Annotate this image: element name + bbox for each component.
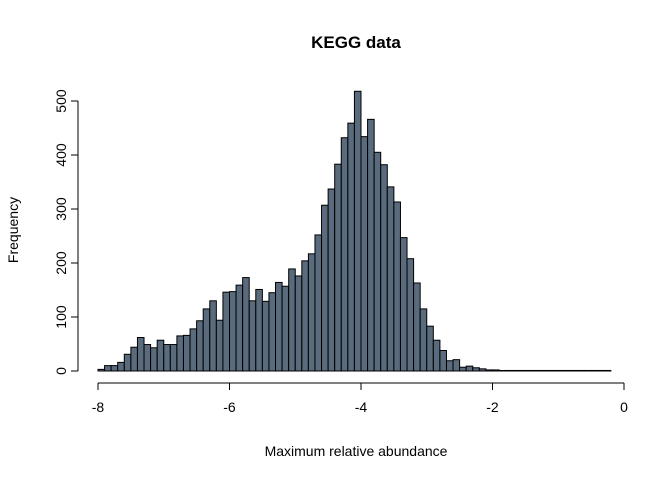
histogram-bar bbox=[426, 325, 434, 372]
chart-title: KEGG data bbox=[311, 33, 401, 52]
histogram-bar bbox=[209, 300, 217, 372]
histogram-bar bbox=[492, 369, 500, 372]
histogram-bar bbox=[255, 288, 263, 372]
histogram-bar bbox=[110, 365, 119, 372]
histogram-bar bbox=[104, 365, 112, 372]
histogram-bar bbox=[117, 361, 125, 372]
histogram-bar bbox=[281, 285, 290, 372]
histogram-bar bbox=[459, 366, 467, 372]
x-tick-label: -6 bbox=[223, 399, 236, 415]
histogram-bar bbox=[156, 339, 165, 372]
histogram-bar bbox=[334, 163, 342, 372]
y-axis: 0 100 200 300 400 500 bbox=[53, 89, 79, 375]
histogram-bar bbox=[136, 337, 145, 372]
histogram-bar bbox=[518, 369, 526, 372]
histogram-bar bbox=[584, 369, 592, 372]
histogram-bar bbox=[307, 253, 316, 372]
histogram-bar bbox=[169, 344, 178, 372]
histogram-bar bbox=[531, 369, 540, 372]
histogram-bar bbox=[406, 258, 415, 372]
histogram-bar bbox=[524, 369, 533, 372]
histogram-bar bbox=[413, 282, 421, 372]
histogram-bar bbox=[419, 308, 428, 372]
histogram-bar bbox=[478, 368, 487, 372]
histogram-bar bbox=[229, 291, 237, 372]
histogram-bar bbox=[248, 300, 257, 372]
histogram-bar bbox=[222, 291, 230, 372]
histogram-bar bbox=[360, 136, 369, 372]
histogram-bar bbox=[97, 368, 106, 372]
histogram-bar bbox=[242, 277, 250, 372]
histogram-bar bbox=[386, 186, 395, 372]
histogram-bar bbox=[275, 281, 283, 372]
y-tick-label: 400 bbox=[53, 143, 69, 167]
y-axis-label: Frequency bbox=[5, 197, 21, 263]
histogram-bar bbox=[511, 369, 520, 372]
bars-group bbox=[97, 90, 612, 372]
histogram-bar bbox=[261, 300, 270, 372]
y-tick-label: 300 bbox=[53, 197, 69, 221]
histogram-bar bbox=[202, 308, 211, 372]
histogram-bar bbox=[432, 339, 441, 372]
histogram-bar bbox=[327, 188, 336, 372]
histogram-bar bbox=[603, 369, 612, 372]
histogram-bar bbox=[130, 346, 138, 372]
histogram-bar bbox=[196, 320, 204, 372]
histogram-bar bbox=[182, 334, 191, 372]
histogram-bar bbox=[176, 335, 184, 372]
histogram-bar bbox=[347, 122, 355, 372]
histogram-bar bbox=[551, 369, 559, 372]
histogram-bar bbox=[380, 164, 388, 372]
histogram-bar bbox=[485, 369, 493, 372]
histogram-bar bbox=[393, 201, 401, 372]
y-tick-label: 200 bbox=[53, 251, 69, 275]
histogram-bar bbox=[538, 369, 546, 372]
histogram-bar bbox=[399, 237, 408, 372]
histogram-bar bbox=[564, 369, 572, 372]
histogram-bar bbox=[288, 268, 296, 372]
histogram-bar bbox=[268, 292, 277, 372]
histogram-bar bbox=[498, 369, 507, 372]
histogram-bar bbox=[189, 328, 198, 372]
histogram-bar bbox=[597, 369, 605, 372]
x-tick-label: -2 bbox=[486, 399, 499, 415]
histogram-bar bbox=[472, 367, 480, 372]
histogram-bar bbox=[439, 349, 447, 372]
x-tick-label: -8 bbox=[92, 399, 105, 415]
histogram-bar bbox=[452, 359, 461, 372]
histogram-bar bbox=[294, 275, 303, 372]
histogram-bar bbox=[340, 137, 349, 372]
histogram-bar bbox=[445, 360, 454, 372]
x-tick-label: 0 bbox=[620, 399, 628, 415]
histogram-bar bbox=[590, 369, 599, 372]
histogram-bar bbox=[301, 260, 309, 372]
histogram-bar bbox=[321, 204, 329, 372]
histogram-bar bbox=[235, 284, 244, 372]
y-tick-label: 500 bbox=[53, 89, 69, 113]
x-tick-label: -4 bbox=[355, 399, 368, 415]
histogram-bar bbox=[215, 319, 224, 372]
histogram-bar bbox=[505, 369, 513, 372]
y-tick-label: 0 bbox=[53, 367, 69, 375]
histogram-bar bbox=[373, 151, 382, 372]
histogram-bar bbox=[163, 344, 171, 372]
histogram-bar bbox=[143, 344, 152, 372]
histogram-bar bbox=[150, 347, 158, 372]
histogram-bar bbox=[367, 118, 375, 372]
x-axis: -8 -6 -4 -2 0 bbox=[92, 382, 628, 415]
histogram-bar bbox=[577, 369, 586, 372]
histogram-bar bbox=[557, 369, 566, 372]
histogram-bar bbox=[465, 365, 474, 372]
x-axis-label: Maximum relative abundance bbox=[265, 443, 448, 459]
y-tick-label: 100 bbox=[53, 305, 69, 329]
histogram-bar bbox=[544, 369, 553, 372]
histogram-bar bbox=[570, 369, 579, 372]
histogram-bar bbox=[123, 353, 132, 372]
histogram-bar bbox=[353, 90, 362, 372]
histogram-bar bbox=[314, 234, 323, 372]
